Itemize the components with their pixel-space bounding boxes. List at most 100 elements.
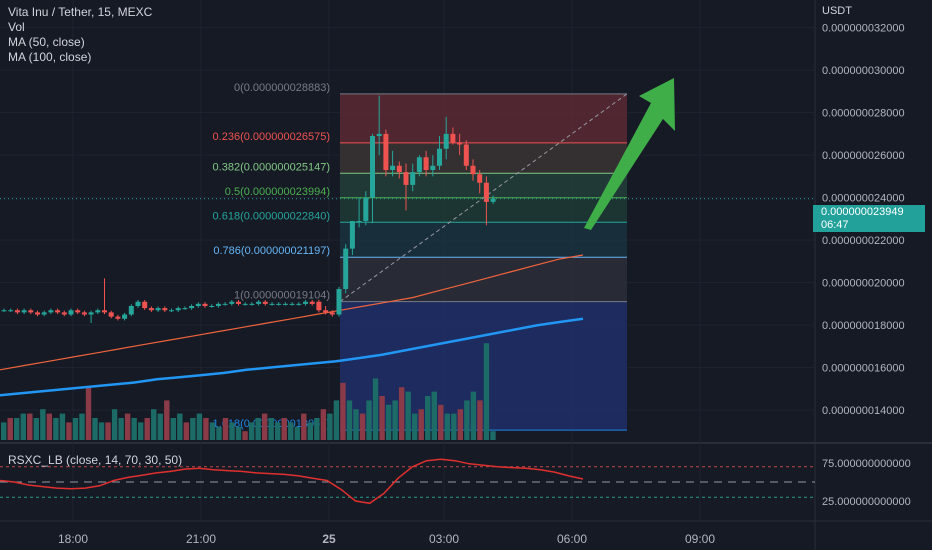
volume-bar-31 [203, 418, 209, 440]
rsxc-tick-1: 25.000000000000 [822, 496, 911, 508]
volume-bar-48 [314, 418, 320, 440]
ma50-line [0, 254, 584, 371]
candle-body-69 [463, 144, 469, 166]
volume-bar-15 [98, 422, 105, 440]
volume-bar-49 [320, 409, 327, 440]
candle-body-61 [410, 172, 416, 185]
volume-bar-20 [131, 418, 137, 440]
legend-vol[interactable]: Vol [8, 20, 25, 34]
volume-bar-74 [483, 343, 490, 440]
currency-label: USDT [822, 5, 852, 17]
volume-bar-56 [366, 400, 372, 440]
candle-body-14 [95, 310, 101, 313]
fib-level-label-1: 0.236(0.000000026575) [213, 131, 330, 143]
candle-body-7 [48, 310, 54, 313]
candle-body-60 [403, 172, 409, 185]
fib-level-label-5: 0.786(0.000000021197) [213, 245, 330, 257]
volume-bar-38 [248, 422, 255, 440]
fib-trend-line [339, 93, 628, 303]
volume-bar-16 [105, 422, 111, 440]
volume-bar-29 [190, 418, 196, 440]
candle-body-29 [195, 303, 201, 306]
volume-bar-8 [53, 418, 59, 440]
candle-body-46 [309, 301, 315, 304]
candle-body-67 [450, 133, 456, 143]
candle-body-26 [175, 308, 181, 311]
volume-bar-55 [359, 413, 366, 440]
volume-bar-27 [177, 413, 183, 440]
volume-bar-61 [398, 387, 405, 440]
volume-bar-11 [72, 418, 79, 440]
candle-body-54 [363, 197, 369, 221]
candle-body-16 [108, 312, 114, 317]
legend-ma50[interactable]: MA (50, close) [8, 35, 85, 49]
volume-bar-12 [79, 413, 85, 440]
volume-bar-70 [457, 409, 464, 440]
x-tick-label-0: 18:00 [58, 532, 88, 546]
volume-bar-19 [124, 413, 131, 440]
candle-body-41 [276, 303, 282, 305]
x-tick-label-3: 03:00 [429, 532, 459, 546]
volume-bar-43 [281, 418, 287, 440]
y-tick-label-9: 0.000000032000 [822, 23, 905, 35]
volume-bar-4 [27, 413, 33, 440]
fib-level-label-4: 0.618(0.000000022840) [213, 210, 330, 222]
volume-bar-32 [209, 422, 216, 440]
x-tick-label-5: 09:00 [685, 532, 715, 546]
volume-bar-40 [261, 413, 268, 440]
candle-body-70 [470, 165, 476, 175]
candle-body-73 [490, 198, 496, 202]
volume-bar-23 [151, 409, 157, 440]
volume-bar-0 [1, 422, 7, 440]
candle-body-72 [483, 182, 489, 202]
volume-bar-62 [405, 391, 411, 440]
volume-bar-65 [425, 396, 431, 440]
candle-body-64 [430, 165, 436, 170]
candle-body-2 [14, 310, 20, 313]
volume-bar-34 [222, 418, 229, 440]
volume-bar-46 [301, 413, 307, 440]
rsxc-tick-0: 75.000000000000 [822, 458, 911, 470]
candle-body-17 [115, 316, 121, 319]
candle-body-8 [55, 310, 61, 313]
candle-body-47 [316, 301, 322, 311]
volume-bar-22 [144, 418, 150, 440]
fib-zone-3 [340, 197, 627, 223]
candle-body-53 [356, 221, 362, 222]
volume-bar-64 [418, 409, 424, 440]
candle-body-37 [249, 303, 255, 305]
volume-bar-30 [196, 413, 203, 440]
fib-level-label-0: 0(0.000000028883) [234, 82, 330, 94]
volume-bar-53 [346, 400, 353, 440]
volume-bar-9 [59, 413, 66, 440]
candle-body-49 [329, 312, 335, 315]
candle-body-12 [81, 312, 87, 315]
x-tick-label-2: 25 [322, 532, 336, 546]
volume-bar-51 [333, 400, 340, 440]
ma100-line [0, 317, 584, 397]
volume-bar-5 [33, 418, 40, 440]
volume-bar-63 [411, 413, 418, 440]
candle-body-5 [35, 312, 40, 315]
volume-bar-47 [307, 422, 314, 440]
volume-bar-73 [477, 400, 483, 440]
y-tick-label-8: 0.000000030000 [822, 65, 905, 77]
volume-bar-7 [46, 413, 53, 440]
volume-bar-39 [255, 418, 261, 440]
volume-bar-6 [40, 409, 46, 440]
candle-body-39 [262, 301, 268, 304]
last-price-value: 0.000000023949 [821, 206, 904, 218]
candle-body-3 [21, 310, 27, 313]
volume-bar-59 [385, 404, 392, 440]
candle-body-56 [376, 133, 382, 136]
volume-bar-17 [111, 409, 118, 440]
volume-bar-52 [340, 382, 346, 440]
candle-body-22 [148, 308, 154, 311]
legend-rsxc[interactable]: RSXC_LB (close, 14, 70, 30, 50) [8, 453, 183, 467]
candle-body-10 [68, 310, 74, 315]
candle-body-38 [256, 301, 262, 304]
legend-ma100[interactable]: MA (100, close) [8, 50, 92, 64]
y-tick-label-0: 0.000000014000 [822, 405, 905, 417]
